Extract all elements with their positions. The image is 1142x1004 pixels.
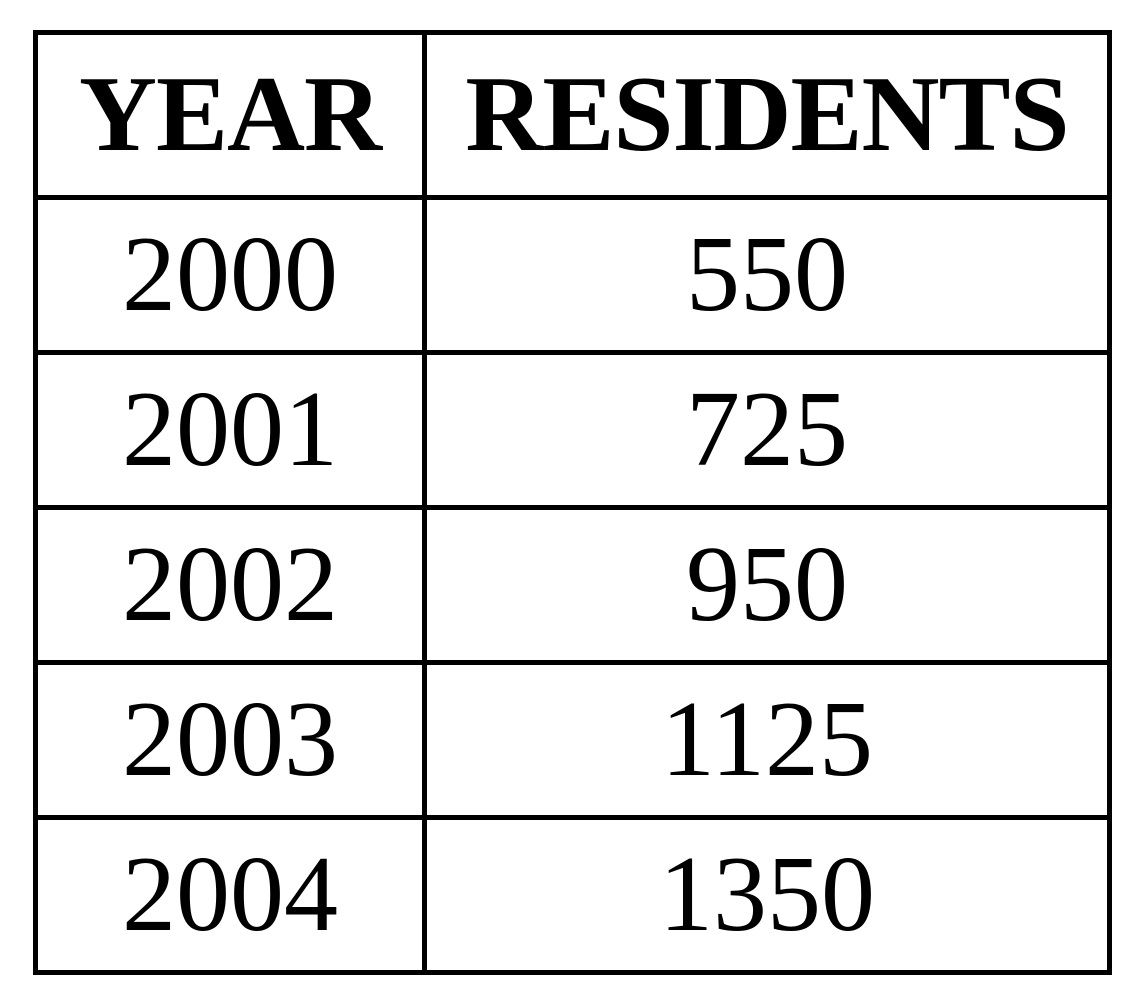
cell-year: 2003 xyxy=(33,660,427,820)
table-header-row: YEAR RESIDENTS xyxy=(33,30,1112,200)
cell-residents: 950 xyxy=(422,505,1112,665)
header-residents: RESIDENTS xyxy=(422,30,1112,200)
table-row: 2003 1125 xyxy=(33,660,1112,820)
table-row: 2002 950 xyxy=(33,505,1112,665)
cell-residents: 550 xyxy=(422,195,1112,355)
cell-residents: 1125 xyxy=(422,660,1112,820)
cell-residents: 725 xyxy=(422,350,1112,510)
residents-table: YEAR RESIDENTS 2000 550 2001 725 2002 950 2003… xyxy=(33,30,1112,975)
cell-year: 2000 xyxy=(33,195,427,355)
cell-residents: 1350 xyxy=(422,815,1112,975)
table-row: 2000 550 xyxy=(33,195,1112,355)
table-body: 2000 550 2001 725 2002 950 2003 1125 2004 1350 xyxy=(33,195,1112,975)
cell-year: 2004 xyxy=(33,815,427,975)
cell-year: 2002 xyxy=(33,505,427,665)
residents-table-container: YEAR RESIDENTS 2000 550 2001 725 2002 950 2003… xyxy=(33,30,1112,975)
table-row: 2004 1350 xyxy=(33,815,1112,975)
table-row: 2001 725 xyxy=(33,350,1112,510)
header-year: YEAR xyxy=(33,30,427,200)
cell-year: 2001 xyxy=(33,350,427,510)
